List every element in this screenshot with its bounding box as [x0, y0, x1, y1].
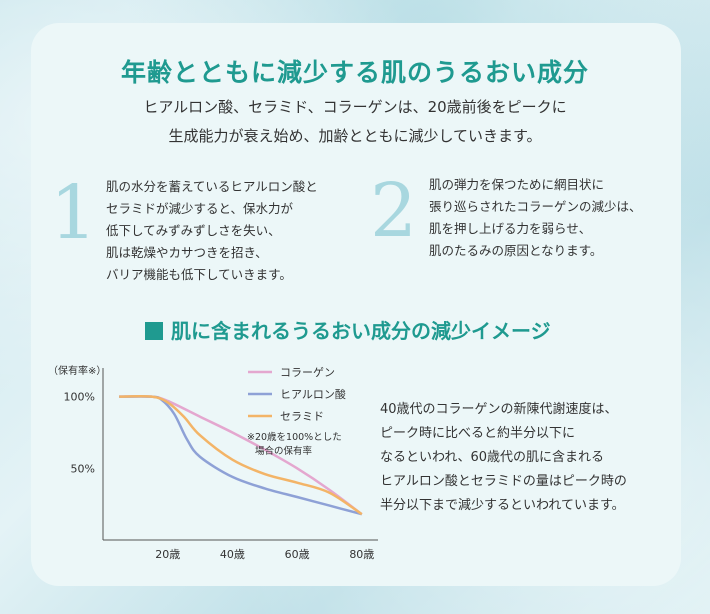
chart-heading: 肌に含まれるうるおい成分の減少イメージ [145, 315, 551, 344]
series-line [119, 394, 363, 516]
content-card [31, 23, 681, 586]
page-title: 年齢とともに減少する肌のうるおい成分 [120, 58, 589, 87]
point-line: 肌を押し上げる力を弱らせ、 [429, 221, 592, 236]
y-axis-label: （保有率※） [48, 364, 106, 377]
point-line: バリア機能も低下していきます。 [106, 267, 292, 282]
chart-footnote-line: ※20歳を100%とした [247, 431, 342, 443]
point-line: 肌のたるみの原因となります。 [429, 243, 603, 258]
y-tick-label: 50% [71, 462, 95, 475]
point-line: 肌は乾燥やカサつきを招き、 [106, 245, 268, 260]
point-line: セラミドが減少すると、保水力が [106, 201, 294, 216]
point-line: 低下してみずみずしさを失い、 [106, 223, 281, 238]
point-line: 張り巡らされたコラーゲンの減少は、 [429, 199, 642, 214]
y-tick-label: 100% [64, 391, 95, 404]
series-line [119, 395, 363, 516]
series-lines [119, 394, 363, 516]
legend-label: セラミド [280, 410, 324, 423]
note-line: なるといわれ、60歳代の肌に含まれる [380, 450, 605, 465]
x-tick-label: 80歳 [349, 548, 374, 561]
legend-label: コラーゲン [280, 366, 335, 379]
x-tick-label: 20歳 [155, 548, 180, 561]
x-tick-label: 40歳 [220, 548, 245, 561]
point-number-2: 2 [370, 168, 418, 254]
chart-footnote-line: 場合の保有率 [255, 445, 313, 457]
note-line: 40歳代のコラーゲンの新陳代謝速度は、 [380, 402, 618, 417]
note-line: ピーク時に比べると約半分以下に [380, 426, 576, 441]
point-text-1: 肌の水分を蓄えているヒアルロン酸と セラミドが減少すると、保水力が 低下してみず… [106, 176, 318, 286]
point-number-1: 1 [50, 170, 98, 256]
intro-line: ヒアルロン酸、セラミド、コラーゲンは、20歳前後をピークに [143, 98, 567, 116]
chart-note: 40歳代のコラーゲンの新陳代謝速度は、 ピーク時に比べると約半分以下に なるとい… [380, 398, 627, 518]
note-line: 半分以下まで減少するといわれています。 [380, 498, 625, 513]
x-tick-label: 60歳 [285, 548, 310, 561]
series-line [119, 395, 363, 516]
point-text-2: 肌の弾力を保つために網目状に 張り巡らされたコラーゲンの減少は、 肌を押し上げる… [429, 174, 642, 262]
intro-text: ヒアルロン酸、セラミド、コラーゲンは、20歳前後をピークに 生成能力が衰え始め、… [0, 93, 710, 151]
chart-heading-text: 肌に含まれるうるおい成分の減少イメージ [171, 319, 551, 343]
point-line: 肌の水分を蓄えているヒアルロン酸と [106, 179, 318, 194]
square-bullet-icon [145, 322, 163, 340]
intro-line: 生成能力が衰え始め、加齢とともに減少していきます。 [168, 127, 542, 145]
point-line: 肌の弾力を保つために網目状に [429, 177, 605, 192]
note-line: ヒアルロン酸とセラミドの量はピーク時の [380, 474, 627, 489]
legend-label: ヒアルロン酸 [280, 387, 346, 401]
y-tick-labels: 100% 50% [64, 391, 95, 476]
